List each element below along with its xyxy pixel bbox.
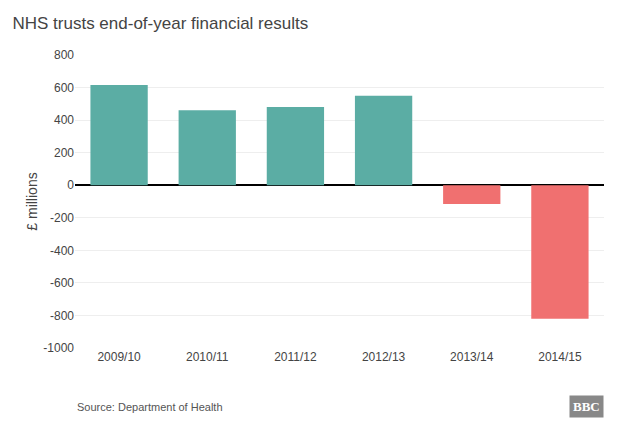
svg-text:800: 800 — [54, 48, 74, 62]
svg-text:2012/13: 2012/13 — [362, 350, 406, 364]
svg-text:£ millions: £ millions — [24, 172, 40, 230]
svg-text:-400: -400 — [50, 244, 74, 258]
svg-text:Source: Department of Health: Source: Department of Health — [77, 401, 223, 413]
svg-text:0: 0 — [67, 178, 74, 192]
svg-text:-1000: -1000 — [43, 341, 74, 355]
svg-text:2011/12: 2011/12 — [274, 350, 317, 364]
svg-text:400: 400 — [54, 113, 74, 127]
svg-text:-800: -800 — [50, 309, 74, 323]
svg-text:2009/10: 2009/10 — [97, 350, 141, 364]
svg-text:NHS trusts end-of-year financi: NHS trusts end-of-year financial results — [12, 14, 308, 33]
svg-text:2014/15: 2014/15 — [538, 350, 582, 364]
svg-text:2013/14: 2013/14 — [450, 350, 494, 364]
svg-text:200: 200 — [54, 146, 74, 160]
svg-text:BBC: BBC — [573, 399, 600, 414]
svg-text:-600: -600 — [50, 276, 74, 290]
svg-text:2010/11: 2010/11 — [186, 350, 229, 364]
svg-text:-200: -200 — [50, 211, 74, 225]
svg-text:600: 600 — [54, 81, 74, 95]
